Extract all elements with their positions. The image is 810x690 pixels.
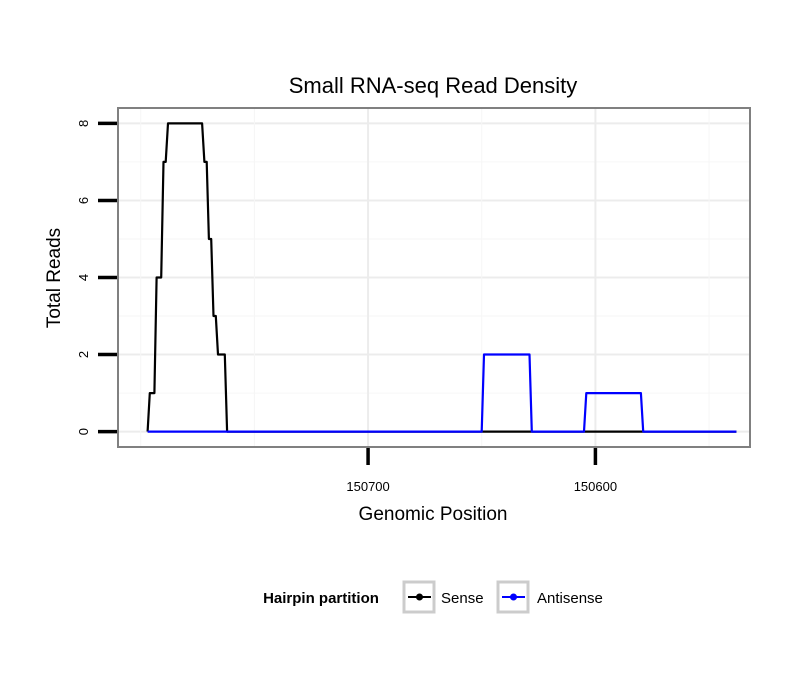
- legend-label-sense: Sense: [441, 590, 484, 607]
- y-axis-label: Total Reads: [44, 228, 65, 328]
- chart-title: Small RNA-seq Read Density: [289, 73, 578, 98]
- x-axis-label: Genomic Position: [359, 504, 508, 525]
- y-tick-label: 2: [76, 351, 91, 358]
- y-tick-label: 0: [76, 428, 91, 435]
- y-tick-label: 8: [76, 120, 91, 127]
- x-tick-label: 150700: [346, 479, 389, 494]
- legend-key-sense-dot: [416, 593, 423, 601]
- legend-key-antisense-dot: [510, 593, 517, 601]
- legend-label-antisense: Antisense: [537, 590, 603, 607]
- series-lines: [146, 122, 737, 433]
- legend: Hairpin partition Sense Antisense: [263, 580, 603, 614]
- x-tick-label: 150600: [574, 479, 617, 494]
- x-axis: 150700 150600: [346, 448, 617, 494]
- legend-title: Hairpin partition: [263, 590, 379, 607]
- y-axis: 0 2 4 6 8: [76, 120, 117, 435]
- y-tick-label: 6: [76, 197, 91, 204]
- y-tick-label: 4: [76, 274, 91, 281]
- legend-key-antisense: [496, 580, 530, 614]
- series-line-antisense: [147, 353, 737, 433]
- series-line-sense: [146, 122, 737, 433]
